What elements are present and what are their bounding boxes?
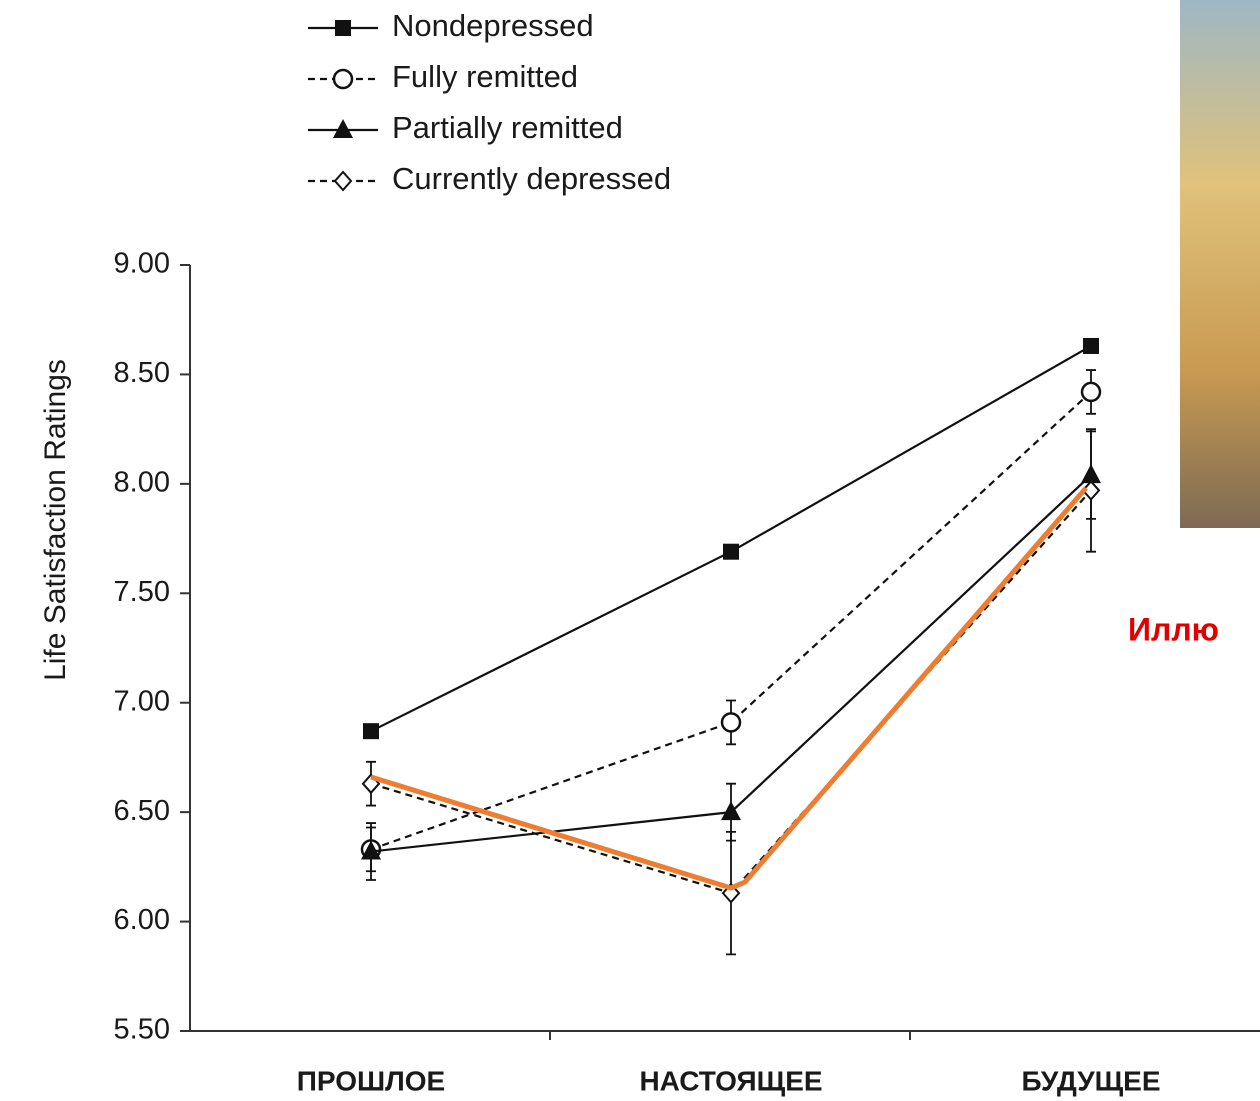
marker <box>1080 381 1102 403</box>
marker <box>721 801 741 821</box>
legend-label: Fully remitted <box>392 59 578 94</box>
legend-label: Partially remitted <box>392 110 623 145</box>
legend-marker <box>333 119 353 138</box>
y-tick-label: 5.50 <box>114 1014 170 1046</box>
legend-label: Currently depressed <box>392 161 671 196</box>
legend-marker <box>332 68 354 90</box>
y-axis-label: Life Satisfaction Ratings <box>39 359 72 681</box>
highlight-line <box>370 486 1088 891</box>
marker <box>361 840 381 860</box>
series <box>363 337 1099 740</box>
marker <box>363 723 379 740</box>
marker <box>1081 479 1101 501</box>
series-line <box>370 391 1092 851</box>
series-line <box>370 345 1092 733</box>
series <box>361 430 1101 881</box>
illustration <box>1180 0 1260 528</box>
x-tick-label: НАСТОЯЩЕЕ <box>639 1065 822 1096</box>
y-tick-label: 7.50 <box>114 576 170 608</box>
marker <box>1083 337 1099 354</box>
series <box>361 428 1101 956</box>
legend-marker <box>335 20 351 36</box>
y-tick-label: 9.00 <box>114 248 170 280</box>
y-tick-label: 6.50 <box>114 795 170 827</box>
marker <box>720 712 742 733</box>
y-tick-label: 8.00 <box>114 467 170 499</box>
x-tick-label: ПРОШЛОЕ <box>297 1065 445 1096</box>
y-tick-label: 6.00 <box>114 904 170 936</box>
side-caption: Иллю <box>1128 611 1219 647</box>
y-tick-label: 8.50 <box>114 357 170 389</box>
y-tick-label: 7.00 <box>114 685 170 717</box>
x-tick-label: БУДУЩЕЕ <box>1021 1065 1160 1096</box>
legend-label: Nondepressed <box>392 8 594 43</box>
legend-marker <box>333 170 353 192</box>
marker <box>723 543 739 560</box>
